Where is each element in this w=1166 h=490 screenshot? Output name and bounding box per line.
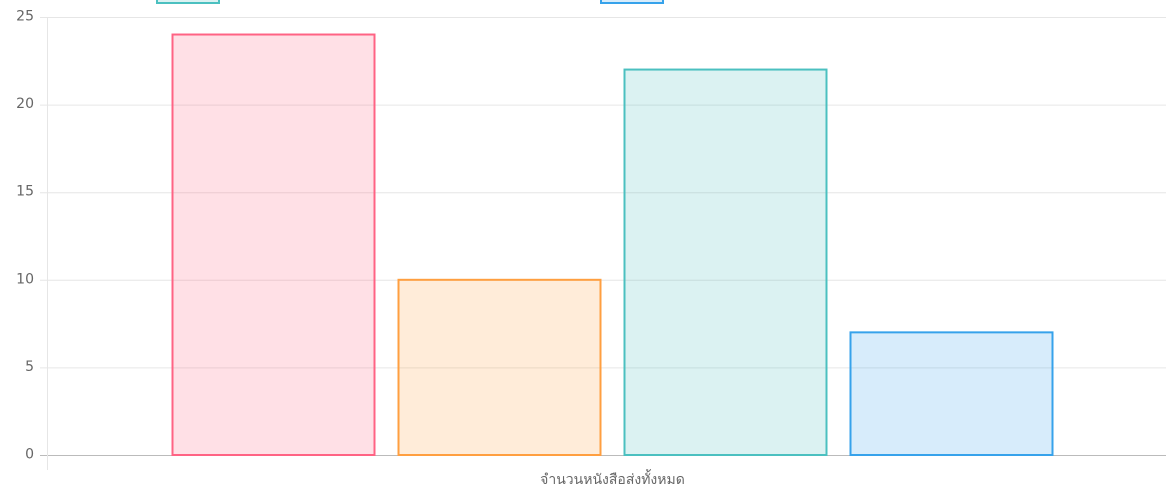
x-tick-label: จำนวนหนังสือส่งทั้งหมด	[540, 469, 685, 488]
legend-swatch	[600, 0, 664, 4]
y-tick-label: 15	[16, 184, 34, 200]
bar	[849, 331, 1054, 456]
bar	[623, 68, 828, 456]
y-tick-label: 20	[16, 96, 34, 112]
y-tick-label: 25	[16, 9, 34, 25]
y-tick-label: 0	[25, 447, 34, 463]
bar	[171, 33, 376, 457]
y-tick-label: 10	[16, 271, 34, 287]
y-tick-label: 5	[25, 359, 34, 375]
bar	[397, 278, 602, 456]
legend-swatch	[156, 0, 220, 4]
